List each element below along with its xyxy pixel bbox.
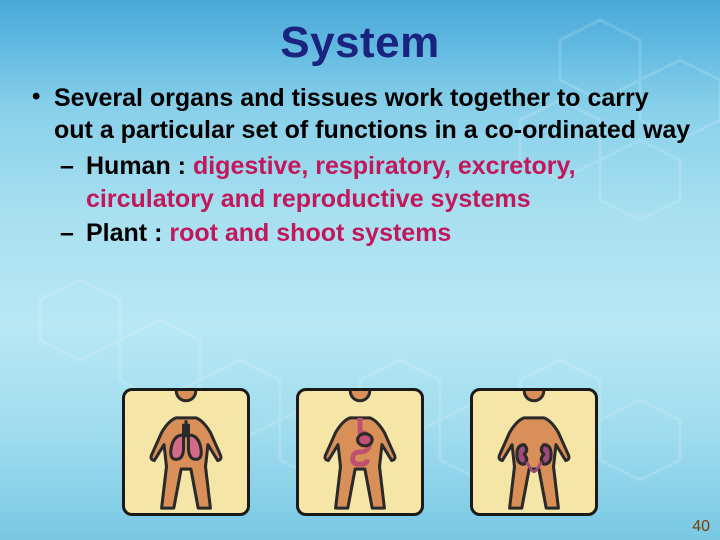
respiratory-system-figure — [122, 388, 250, 516]
bullet-list: Several organs and tissues work together… — [28, 82, 692, 250]
slide: System Several organs and tissues work t… — [0, 0, 720, 540]
digestive-system-figure — [296, 388, 424, 516]
sub-plant-highlight: root and shoot systems — [169, 219, 451, 247]
bullet-main-text: Several organs and tissues work together… — [54, 84, 690, 144]
page-number: 40 — [692, 518, 710, 536]
sub-human: Human : digestive, respiratory, excretor… — [54, 150, 692, 215]
sub-list: Human : digestive, respiratory, excretor… — [54, 150, 692, 250]
sub-human-prefix: Human : — [86, 152, 193, 180]
sub-plant: Plant : root and shoot systems — [54, 217, 692, 250]
bullet-main: Several organs and tissues work together… — [28, 82, 692, 250]
excretory-system-figure — [470, 388, 598, 516]
slide-title: System — [28, 18, 692, 68]
images-row — [0, 388, 720, 516]
sub-plant-prefix: Plant : — [86, 219, 169, 247]
